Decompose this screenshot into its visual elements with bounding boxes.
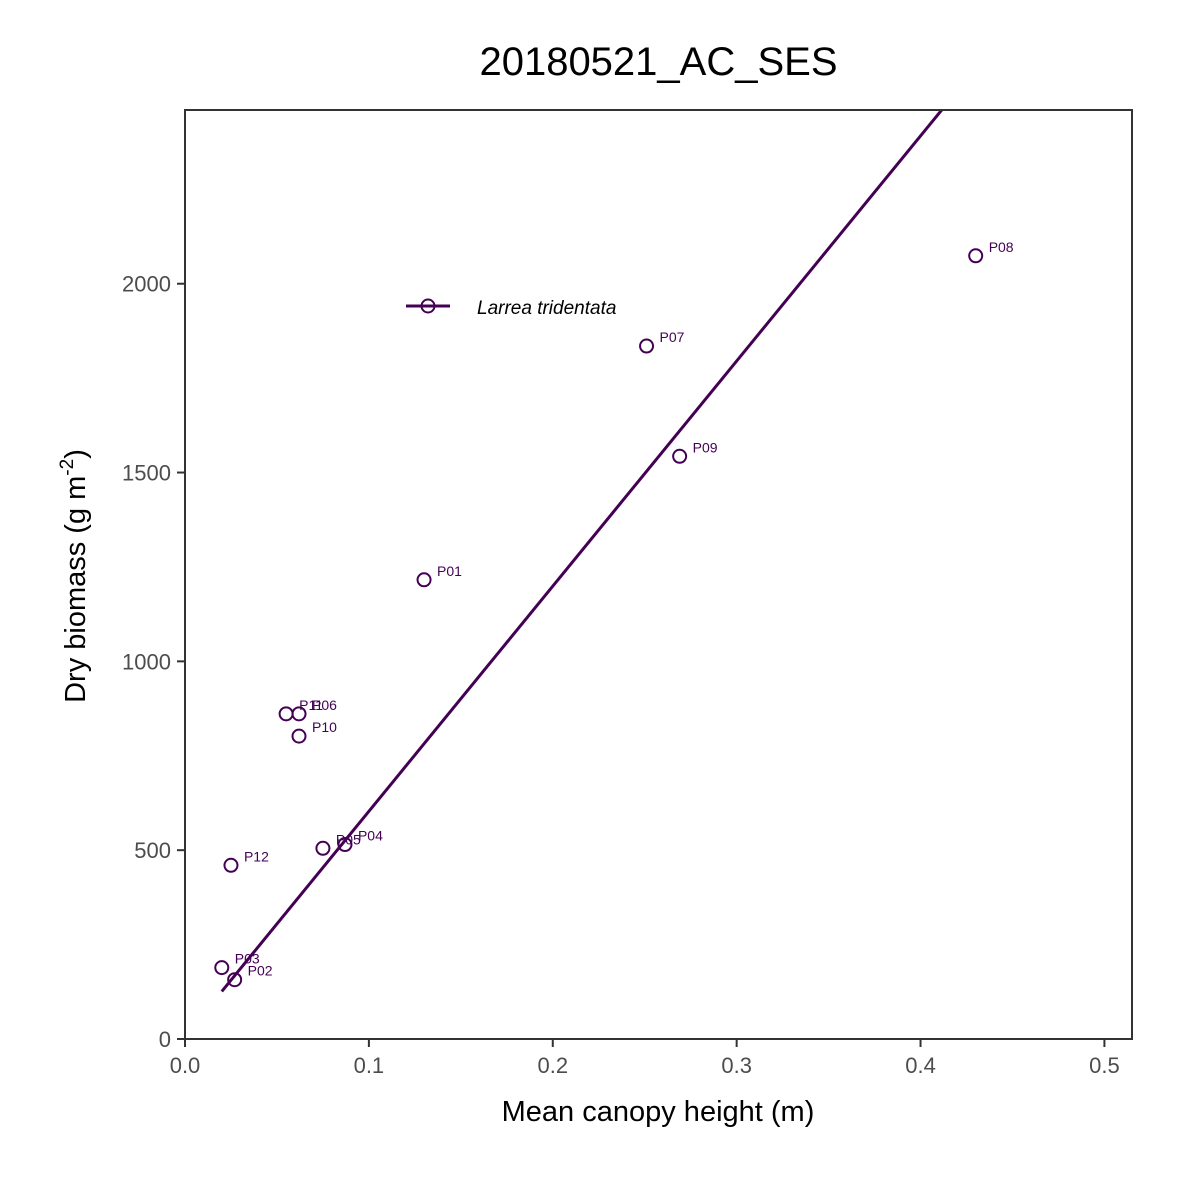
- y-axis: 0 500 1000 1500 2000: [122, 272, 185, 1052]
- y-tick-label: 2000: [122, 272, 171, 297]
- data-point: [968, 248, 984, 264]
- point-label: P04: [358, 828, 383, 844]
- point-label: P02: [248, 963, 273, 979]
- data-point: [223, 857, 239, 873]
- point-label: P08: [989, 239, 1014, 255]
- plot-border: [184, 109, 1133, 1040]
- point-label: P10: [312, 719, 337, 735]
- point-label: P09: [693, 439, 718, 455]
- data-point: [315, 840, 331, 856]
- plot-panel: [185, 110, 1132, 1039]
- x-tick-label: 0.2: [537, 1053, 568, 1078]
- point-label: P07: [660, 329, 685, 345]
- y-axis-title: Dry biomass (g m-2): [57, 449, 92, 703]
- regression-line: [220, 110, 943, 993]
- point-label: P06: [312, 697, 337, 713]
- point-label: P12: [244, 848, 269, 864]
- legend: Larrea tridentata: [406, 298, 616, 319]
- x-tick-label: 0.3: [721, 1053, 752, 1078]
- legend-key-marker: [420, 298, 436, 314]
- data-point: [672, 448, 688, 464]
- point-label: P01: [437, 563, 462, 579]
- data-point: [214, 960, 230, 976]
- data-point: [416, 572, 432, 588]
- y-tick-label: 1500: [122, 461, 171, 486]
- data-point: [291, 728, 307, 744]
- data-point: [278, 706, 294, 722]
- point-label: P05: [336, 831, 361, 847]
- point-label: P03: [235, 951, 260, 967]
- chart-title: 20180521_AC_SES: [479, 40, 838, 84]
- point-label: P11: [299, 697, 323, 713]
- y-axis-title-main: Dry biomass (g m: [60, 476, 92, 703]
- y-tick-label: 1000: [122, 649, 171, 674]
- data-point: [337, 837, 353, 853]
- x-tick-label: 0.1: [354, 1053, 385, 1078]
- legend-label: Larrea tridentata: [477, 298, 616, 319]
- y-axis-title-close: ): [60, 449, 92, 459]
- x-axis-title: Mean canopy height (m): [502, 1096, 815, 1128]
- data-point: [639, 338, 655, 354]
- x-tick-label: 0.0: [170, 1053, 201, 1078]
- data-point: [227, 972, 243, 988]
- x-tick-label: 0.5: [1089, 1053, 1120, 1078]
- y-axis-title-sup: -2: [57, 459, 78, 476]
- y-tick-label: 0: [159, 1027, 171, 1052]
- y-tick-label: 500: [134, 838, 171, 863]
- x-tick-label: 0.4: [905, 1053, 936, 1078]
- x-axis: 0.0 0.1 0.2 0.3 0.4 0.5: [170, 1039, 1120, 1078]
